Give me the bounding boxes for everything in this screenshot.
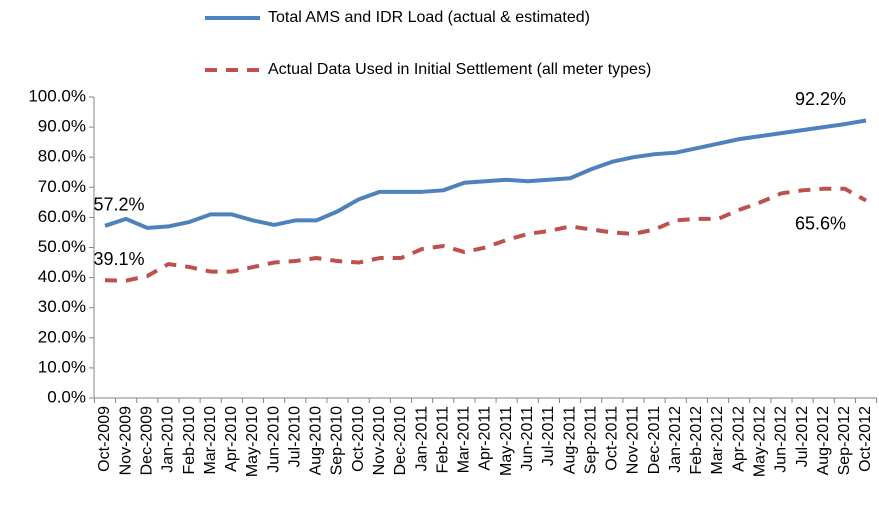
legend-label: Total AMS and IDR Load (actual & estimat…	[268, 9, 590, 26]
y-tick-label: 40.0%	[38, 267, 86, 286]
x-tick-label: Oct-2010	[350, 406, 367, 472]
y-tick-label: 100.0%	[28, 86, 86, 105]
x-tick-label: Jun-2012	[773, 406, 790, 473]
data-label: 57.2%	[93, 195, 144, 215]
x-tick-label: Mar-2012	[709, 406, 726, 475]
x-tick-label: Nov-2009	[117, 406, 134, 475]
series-line	[104, 118, 867, 230]
x-tick-label: Nov-2011	[625, 406, 642, 474]
x-tick-label: Mar-2011	[456, 406, 473, 473]
y-tick-label: 70.0%	[38, 177, 86, 196]
x-tick-label: Aug-2012	[815, 406, 832, 475]
x-tick-label: Jan-2012	[667, 406, 684, 473]
x-tick-label: Sep-2011	[582, 406, 599, 474]
x-tick-label: May-2012	[752, 406, 769, 477]
y-tick-label: 30.0%	[38, 297, 86, 316]
y-tick-label: 20.0%	[38, 327, 86, 346]
x-tick-label: Dec-2010	[392, 406, 409, 475]
x-tick-label: Feb-2011	[434, 406, 451, 473]
data-label: 92.2%	[795, 89, 846, 109]
y-tick-label: 0.0%	[47, 387, 86, 406]
x-tick-label: Sep-2012	[836, 406, 853, 475]
x-tick-label: Jun-2011	[519, 406, 536, 472]
x-tick-label: Mar-2010	[202, 406, 219, 475]
data-label: 39.1%	[93, 249, 144, 269]
y-tick-label: 50.0%	[38, 237, 86, 256]
x-tick-label: Dec-2011	[646, 406, 663, 474]
x-tick-label: May-2011	[498, 406, 515, 476]
y-tick-label: 60.0%	[38, 207, 86, 226]
series-line	[104, 186, 867, 283]
x-tick-label: Jan-2010	[160, 406, 177, 473]
x-tick-label: Feb-2010	[181, 406, 198, 475]
x-tick-label: Sep-2010	[329, 406, 346, 475]
x-tick-label: Oct-2011	[604, 406, 621, 471]
legend-label: Actual Data Used in Initial Settlement (…	[268, 61, 651, 78]
x-tick-label: Aug-2011	[561, 406, 578, 474]
data-label: 65.6%	[795, 213, 846, 233]
x-tick-label: Aug-2010	[308, 406, 325, 475]
x-tick-label: Apr-2011	[477, 406, 494, 471]
x-tick-label: Feb-2012	[688, 406, 705, 475]
x-tick-label: Jul-2010	[286, 406, 303, 467]
y-tick-label: 80.0%	[38, 147, 86, 166]
y-tick-label: 10.0%	[38, 357, 86, 376]
x-tick-label: Apr-2010	[223, 406, 240, 472]
x-tick-label: Jun-2010	[265, 406, 282, 473]
y-tick-label: 90.0%	[38, 117, 86, 136]
x-tick-label: Jul-2011	[540, 406, 557, 466]
x-tick-label: Nov-2010	[371, 406, 388, 475]
x-tick-label: Oct-2012	[857, 406, 874, 472]
x-tick-label: Jan-2011	[413, 406, 430, 472]
x-tick-label: May-2010	[244, 406, 261, 477]
x-tick-label: Oct-2009	[96, 406, 113, 472]
x-tick-label: Apr-2012	[730, 406, 747, 472]
x-tick-label: Jul-2012	[794, 406, 811, 467]
x-tick-label: Dec-2009	[138, 406, 155, 475]
